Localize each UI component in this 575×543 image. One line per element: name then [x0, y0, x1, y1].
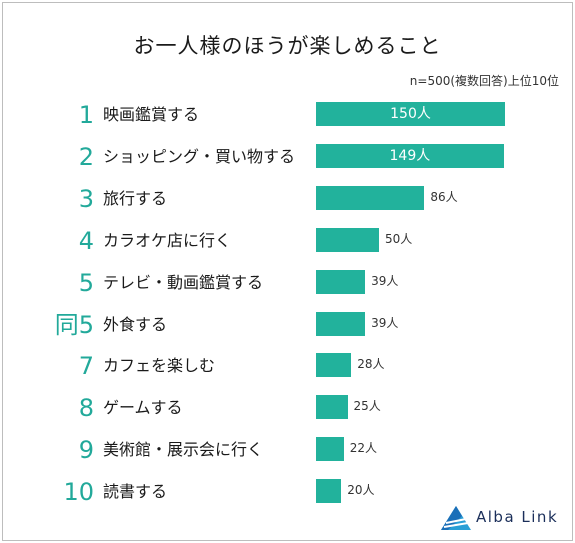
- rank-label: 9: [78, 436, 94, 465]
- bar-row: 7 カフェを楽しむ 28人: [0, 351, 575, 381]
- chart-title: お一人様のほうが楽しめること: [133, 34, 442, 58]
- sample-note: n=500(複数回答)上位10位: [409, 74, 559, 88]
- value-label: 149人: [389, 147, 431, 164]
- value-label: 86人: [430, 189, 458, 204]
- bar: [316, 395, 348, 420]
- category-label: テレビ・動画鑑賞する: [103, 272, 264, 292]
- value-label: 39人: [371, 273, 399, 288]
- category-label: 映画鑑賞する: [103, 105, 200, 124]
- bar: [316, 437, 344, 462]
- rank-label: 8: [78, 394, 94, 423]
- bar: [316, 269, 366, 294]
- rank-label: 2: [78, 142, 94, 171]
- bar-row: 3 旅行する 86人: [0, 184, 575, 214]
- value-label: 28人: [357, 357, 385, 372]
- alba-link-logo-icon: [441, 506, 471, 530]
- bar: [316, 143, 504, 168]
- bar-row: 9 美術館・展示会に行く 22人: [0, 435, 575, 465]
- bar-row: 2 ショッピング・買い物する 149人: [0, 142, 575, 172]
- bar: [316, 353, 352, 378]
- bar: [316, 311, 366, 336]
- bar-row: 1 映画鑑賞する 150人: [0, 100, 575, 130]
- rank-label: 4: [78, 226, 94, 255]
- category-label: カラオケ店に行く: [103, 230, 232, 250]
- bar: [316, 185, 425, 210]
- rank-label: 同5: [54, 310, 94, 339]
- bar: [316, 479, 342, 504]
- rank-label: 3: [78, 184, 94, 213]
- category-label: カフェを楽しむ: [103, 356, 216, 376]
- rank-label: 10: [63, 478, 94, 507]
- bar: [316, 102, 505, 126]
- rank-label: 1: [78, 101, 94, 129]
- brand-name: Alba Link: [476, 508, 559, 526]
- bar-row: 同5 外食する 39人: [0, 310, 575, 340]
- category-label: ゲームする: [103, 398, 183, 418]
- category-label: ショッピング・買い物する: [103, 146, 296, 166]
- bar: [316, 227, 379, 252]
- category-label: 読書する: [103, 482, 168, 502]
- value-label: 39人: [371, 315, 399, 330]
- category-label: 美術館・展示会に行く: [103, 440, 264, 460]
- value-label: 20人: [347, 483, 375, 498]
- bar-row: 5 テレビ・動画鑑賞する 39人: [0, 268, 575, 298]
- bar-row: 8 ゲームする 25人: [0, 393, 575, 423]
- category-label: 外食する: [103, 314, 168, 334]
- value-label: 50人: [385, 231, 413, 246]
- value-label: 150人: [390, 106, 431, 122]
- category-label: 旅行する: [103, 188, 168, 208]
- value-label: 22人: [349, 441, 377, 456]
- rank-label: 5: [78, 268, 94, 297]
- bar-row: 10 読書する 20人: [0, 477, 575, 507]
- bar-row: 4 カラオケ店に行く 50人: [0, 226, 575, 256]
- value-label: 25人: [353, 399, 381, 414]
- rank-label: 7: [78, 352, 94, 381]
